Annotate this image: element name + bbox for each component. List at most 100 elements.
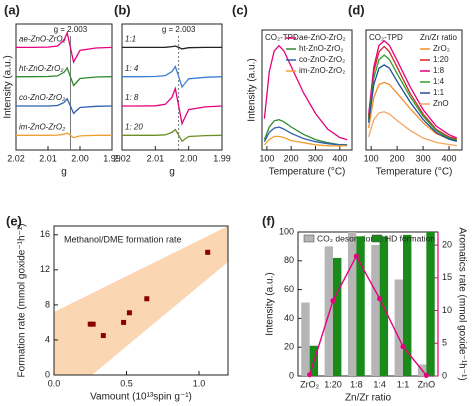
- y2-tick-label: 0: [442, 370, 447, 380]
- curve: [16, 66, 113, 87]
- x-tick-label: 2.01: [39, 153, 57, 163]
- curve: [263, 119, 348, 146]
- y-tick-label: 20: [284, 342, 294, 352]
- x-tick-label: 300: [308, 153, 323, 163]
- y-tick-label: 0: [289, 370, 294, 380]
- x-tick-label: 300: [416, 153, 431, 163]
- legend-title: Zn/Zr ratio: [420, 33, 457, 42]
- legend-label: 1:4: [433, 77, 445, 86]
- legend-swatch: [371, 234, 383, 243]
- y-axis-label: Intensity (a.u.): [265, 272, 276, 335]
- curve: [16, 132, 112, 139]
- point: [144, 296, 150, 302]
- marker: [400, 343, 406, 350]
- x-tick-label: 2.00: [180, 153, 198, 163]
- y2-tick-label: 5: [442, 338, 447, 348]
- point: [90, 321, 96, 327]
- plot-frame: [365, 29, 463, 151]
- plot-frame: [121, 23, 223, 151]
- x-tick-label: 100: [364, 153, 379, 163]
- point: [126, 310, 132, 316]
- y2-tick-label: 15: [442, 272, 452, 282]
- curve: [367, 111, 457, 147]
- chart-title: Methanol/DME formation rate: [64, 234, 182, 244]
- chart-title: CO₂-TPD: [369, 33, 403, 42]
- marker: [423, 372, 429, 378]
- legend-label: 1:20: [433, 55, 449, 64]
- y-tick-label: 40: [284, 313, 294, 323]
- series-label: 1: 4: [125, 64, 139, 73]
- bar: [347, 232, 357, 376]
- panel-label: (a): [4, 2, 20, 17]
- bar: [394, 279, 403, 376]
- point: [100, 333, 106, 339]
- x-axis-label: g: [169, 167, 175, 178]
- marker: [307, 372, 313, 378]
- series-label: im-ZnO-ZrO₂: [19, 122, 65, 131]
- plot-frame: [261, 29, 353, 151]
- y-tick-label: 12: [40, 264, 50, 274]
- x-tick-label: 0.5: [120, 378, 133, 388]
- x-tick-label: 100: [259, 153, 274, 163]
- bar: [301, 302, 310, 376]
- curve: [122, 86, 223, 126]
- curve: [16, 30, 113, 64]
- legend-label: 1:1: [433, 88, 445, 97]
- x-tick-label: 0.0: [48, 378, 61, 388]
- series-label: co-ZnO-ZrO₂: [19, 93, 65, 102]
- y-axis-label: Intensity (a.u.): [3, 55, 14, 118]
- x-tick-label: 1.99: [213, 153, 231, 163]
- line: [309, 254, 427, 376]
- legend-label: im-ZnO-ZrO₂: [299, 66, 345, 75]
- plot-frame: [15, 23, 113, 151]
- x-tick-label: 1:20: [324, 379, 342, 389]
- curve: [367, 40, 458, 139]
- panel-label: (c): [232, 2, 248, 17]
- curve: [122, 65, 223, 89]
- y-tick-label: 60: [284, 284, 294, 294]
- y-tick-label: 16: [40, 229, 50, 239]
- panel-label: (d): [348, 2, 365, 17]
- marker: [330, 298, 336, 304]
- y-tick-label: 8: [45, 299, 50, 309]
- bar: [333, 257, 342, 376]
- legend-label: HD formation: [385, 233, 435, 243]
- y-tick-label: 100: [279, 226, 294, 236]
- bar: [403, 234, 412, 376]
- y-tick-label: 4: [45, 334, 50, 344]
- curve: [263, 44, 348, 141]
- curve: [367, 81, 457, 142]
- legend-label: ZnO: [433, 99, 449, 108]
- legend-label: co-ZnO-ZrO₂: [299, 55, 345, 64]
- x-tick-label: 200: [390, 153, 405, 163]
- x-tick-label: 200: [284, 153, 299, 163]
- curve: [367, 54, 457, 141]
- marker: [377, 296, 383, 302]
- marker: [353, 253, 359, 259]
- x-tick-label: 1.99: [103, 153, 121, 163]
- x-axis-label: Temperature (°C): [376, 167, 453, 178]
- series-label: 1:1: [125, 35, 136, 44]
- y-axis-label: Intensity (a.u.): [247, 58, 258, 121]
- x-tick-label: 1:1: [397, 379, 410, 389]
- panel-label: (f): [262, 213, 275, 228]
- annotation: g = 2.003: [162, 25, 196, 34]
- curve: [263, 135, 348, 147]
- confidence-band: [54, 226, 228, 375]
- series-label: ht-ZnO-ZrO₂: [19, 64, 63, 73]
- legend-swatch: [303, 234, 315, 243]
- plot-frame: [53, 225, 229, 376]
- x-tick-label: 2.02: [113, 153, 131, 163]
- x-tick-label: 2.00: [71, 153, 89, 163]
- legend-label: CO₂ desorption: [317, 233, 375, 243]
- x-axis-label: Temperature (°C): [269, 167, 346, 178]
- x-tick-label: 2.02: [7, 153, 25, 163]
- y-axis-label: Formation rate (mmol goxide⁻¹h⁻¹): [17, 224, 28, 378]
- x-tick-label: 400: [442, 153, 457, 163]
- x-tick-label: 400: [332, 153, 347, 163]
- y2-tick-label: 20: [442, 239, 452, 249]
- curve: [16, 97, 113, 115]
- curve: [122, 128, 223, 143]
- legend-label: ZrO₂: [433, 44, 450, 53]
- legend-label: ht-ZnO-ZrO₂: [299, 44, 343, 53]
